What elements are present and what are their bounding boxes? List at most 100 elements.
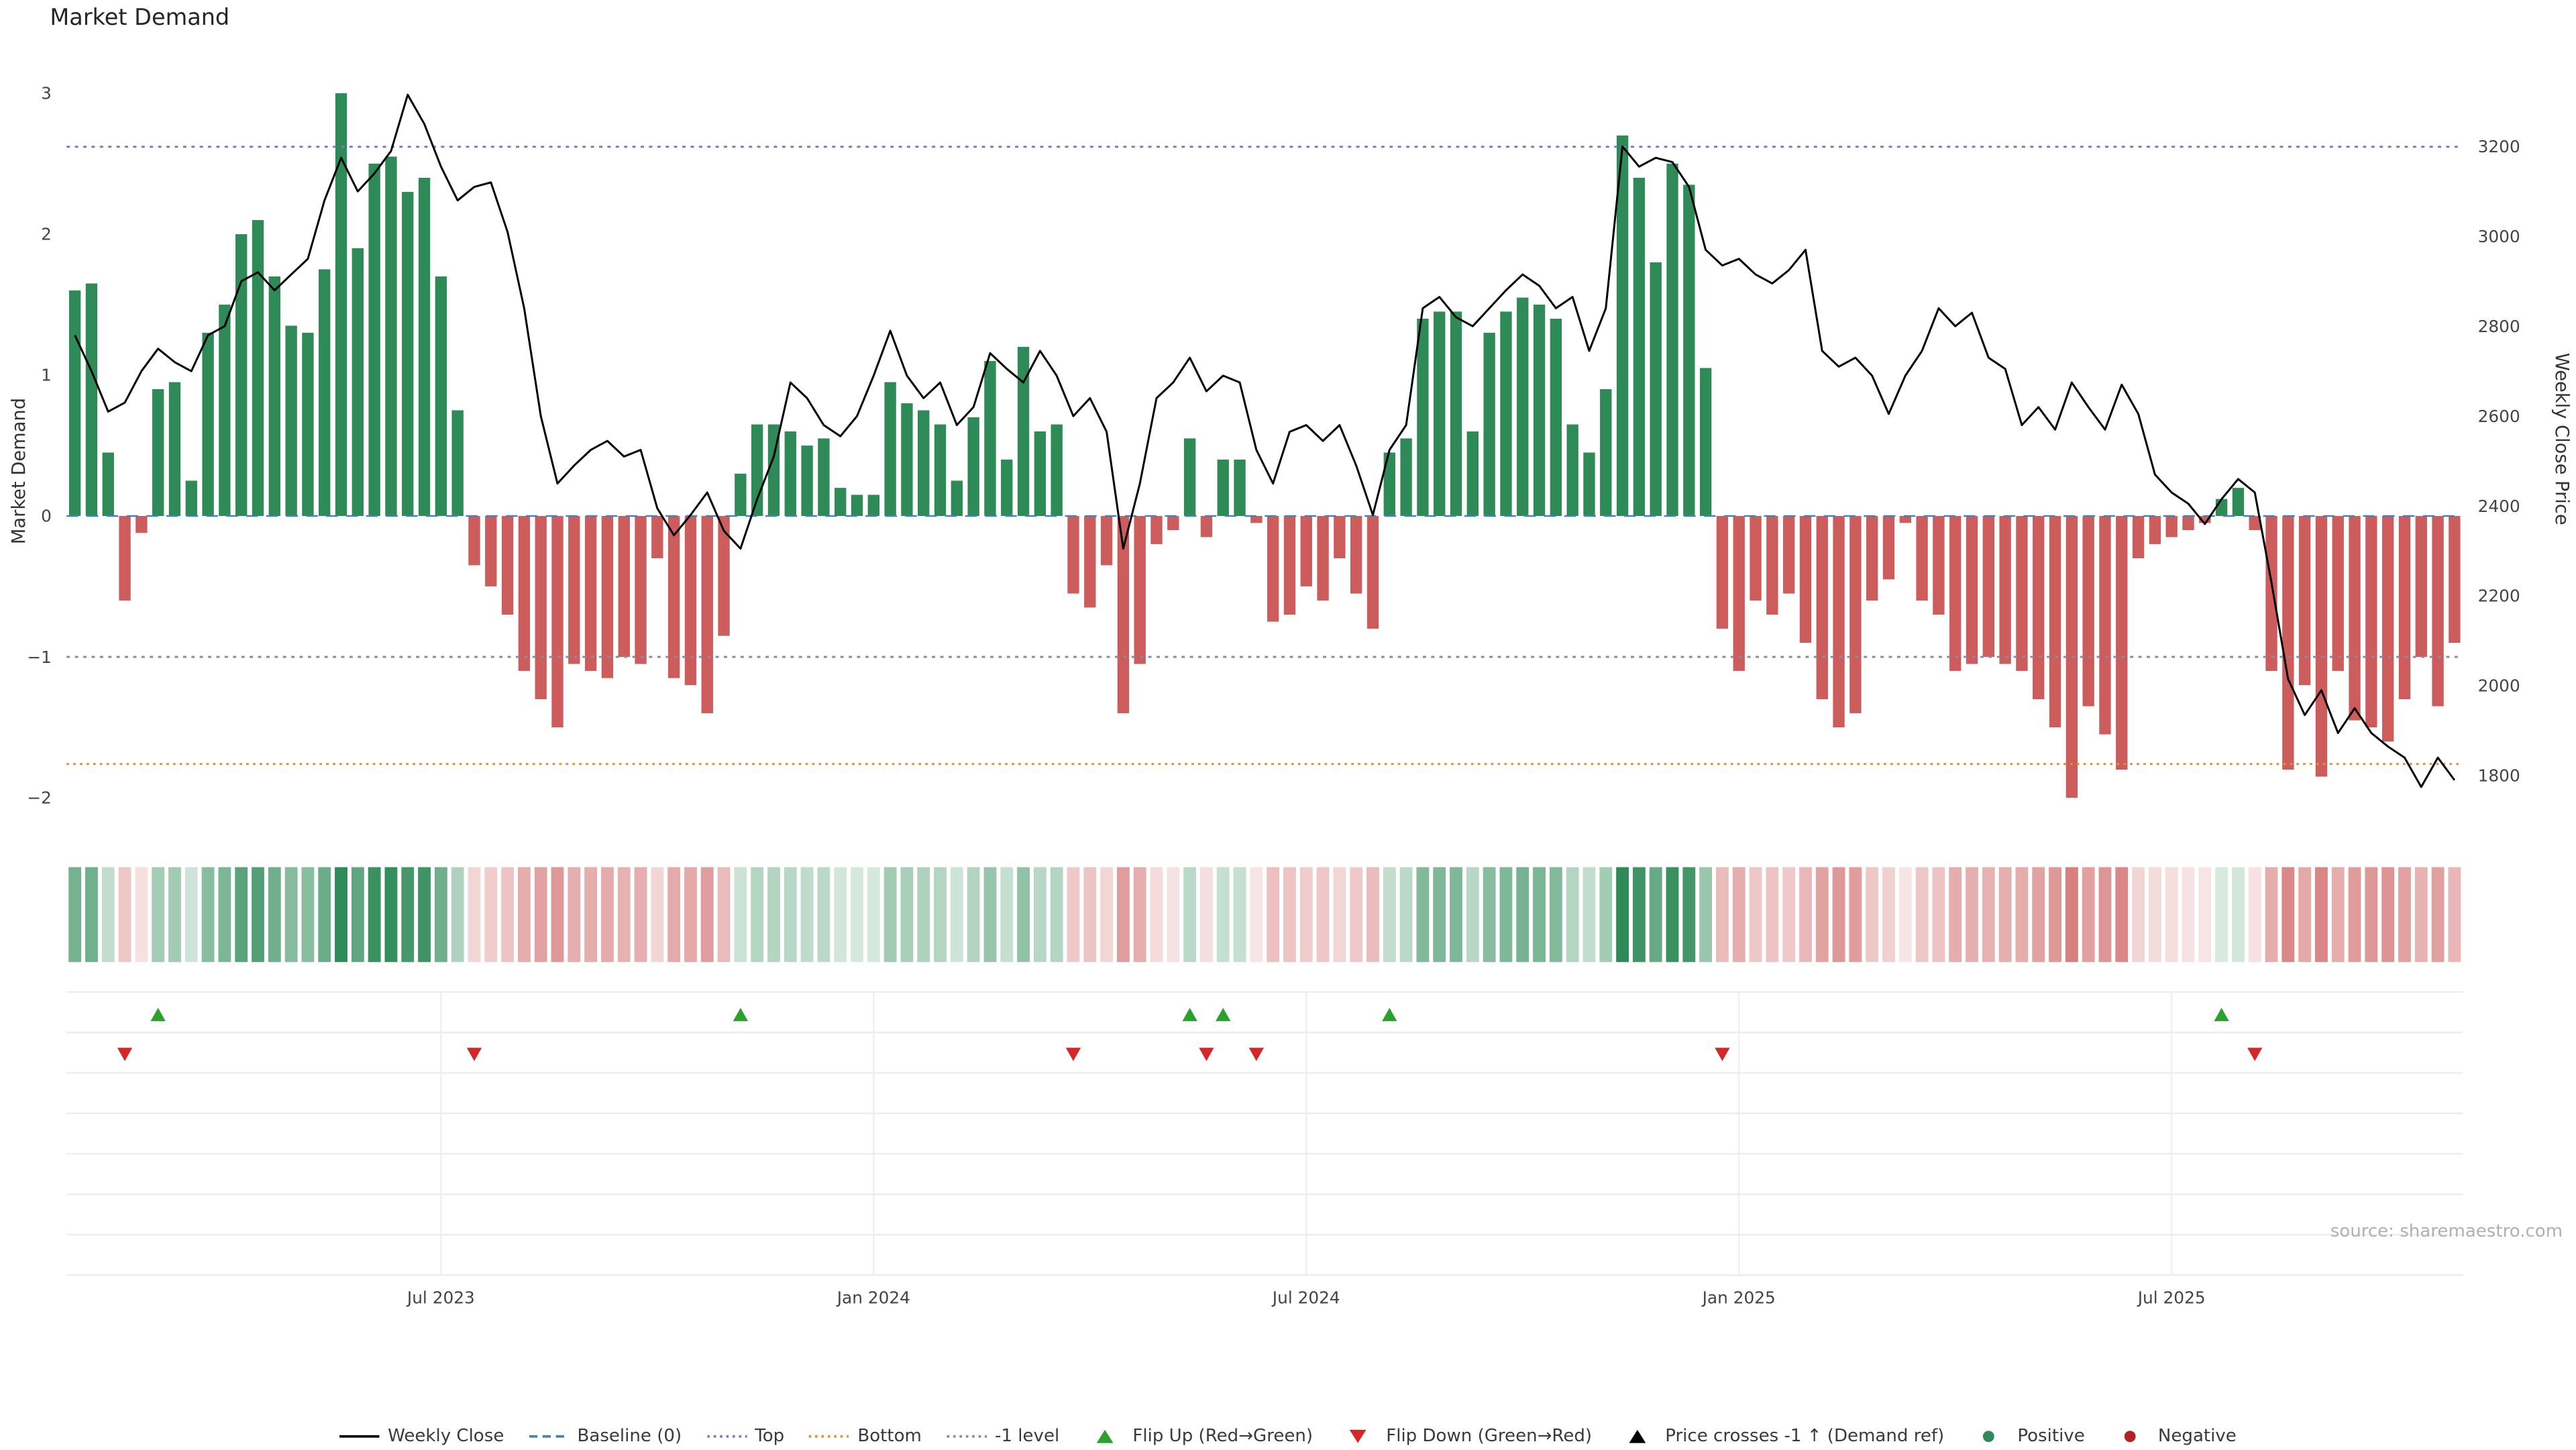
demand-bar (1100, 515, 1113, 566)
legend-1-level-icon (947, 1435, 987, 1438)
demand-bar (1650, 262, 1662, 516)
demand-bar (352, 248, 364, 516)
heatmap-cell (468, 867, 481, 962)
heatmap-cell (351, 867, 364, 962)
demand-bar (335, 93, 347, 516)
heatmap-cell (2265, 867, 2278, 962)
right-axis-tick-label: 3000 (2478, 227, 2520, 246)
flip-down-marker (1248, 1047, 1265, 1061)
demand-bar (1450, 311, 1462, 516)
legend-item-flip-up-red-green: Flip Up (Red→Green) (1084, 1427, 1313, 1447)
flip-down-marker (466, 1047, 482, 1061)
demand-bar (1666, 163, 1678, 516)
heatmap-cell (1333, 867, 1346, 962)
heatmap-cell (301, 867, 315, 962)
left-axis-tick-label: 2 (41, 225, 52, 244)
demand-bar (252, 219, 264, 516)
legend-positive-icon (1983, 1431, 1995, 1443)
flip-down-marker (1199, 1047, 1214, 1061)
heatmap-cell (1483, 867, 1496, 962)
heatmap-cell (1183, 867, 1197, 962)
demand-bar (1882, 515, 1895, 580)
legend-item-label: Flip Up (Red→Green) (1132, 1426, 1313, 1447)
heatmap-cell (2049, 867, 2061, 962)
legend-flip-up-red-green-icon (1095, 1429, 1113, 1443)
heatmap-cell (2115, 867, 2129, 962)
legend-item-negative: Negative (2110, 1427, 2237, 1447)
demand-bar (368, 163, 380, 516)
demand-bar (1716, 515, 1729, 629)
heatmap-cell (1749, 867, 1762, 962)
demand-bar (784, 431, 796, 516)
flip-up-marker (150, 1008, 166, 1021)
demand-bar (518, 515, 531, 671)
heatmap-cell (1949, 867, 1962, 962)
heatmap-cell (2448, 867, 2461, 962)
demand-bar (1283, 515, 1296, 615)
heatmap-cell (751, 867, 764, 962)
demand-bar (651, 515, 663, 558)
flip-down-marker (2247, 1047, 2263, 1061)
demand-bar (319, 269, 331, 516)
heatmap-cell (384, 867, 398, 962)
demand-bar (1849, 515, 1862, 713)
demand-bar (268, 276, 280, 516)
demand-bar (1866, 515, 1878, 601)
price-line (74, 93, 2456, 788)
demand-bar (1933, 515, 1945, 615)
legend-item-label: Baseline (0) (577, 1426, 682, 1447)
chart-legend: Weekly Close Baseline (0) Top Bottom -1 leve… (0, 1427, 2576, 1447)
right-axis-tick-label: 2400 (2478, 497, 2520, 516)
heatmap-cell (834, 867, 847, 962)
heatmap-cell (1000, 867, 1014, 962)
heatmap-cell (235, 867, 248, 962)
demand-bar (1167, 515, 1179, 531)
demand-bar (1034, 431, 1046, 516)
heatmap-cell (1283, 867, 1296, 962)
heatmap-cell (983, 867, 997, 962)
legend-negative-icon (2124, 1431, 2136, 1443)
demand-bar (1400, 438, 1412, 516)
demand-bar (119, 515, 131, 601)
demand-bar (2016, 515, 2028, 671)
heatmap-cell (318, 867, 331, 962)
source-attribution: source: sharemaestro.com (2330, 1221, 2563, 1242)
legend-flip-down-green-red-icon (1349, 1429, 1366, 1443)
heatmap-cell (1998, 867, 2012, 962)
demand-bar (501, 515, 514, 615)
heatmap-cell (1083, 867, 1097, 962)
heatmap-cell (700, 867, 714, 962)
demand-bar (402, 192, 414, 516)
flip-up-marker (733, 1008, 749, 1021)
heatmap-cell (451, 867, 464, 962)
heatmap-cell (1067, 867, 1080, 962)
heatmap-cell (1898, 867, 1912, 962)
demand-bar (867, 495, 879, 516)
demand-bar (2332, 515, 2344, 671)
legend-price-crosses-1-demand-ref-icon (1628, 1429, 1646, 1443)
legend-item-label: Price crosses -1 ↑ (Demand ref) (1665, 1426, 1945, 1447)
heatmap-cell (1766, 867, 1779, 962)
demand-bar (85, 283, 98, 516)
demand-bar (1067, 515, 1079, 594)
heatmap-strip (68, 867, 2461, 962)
demand-bar (1517, 297, 1529, 516)
demand-bar (1500, 311, 1512, 516)
demand-bar (2282, 515, 2294, 770)
left-axis-tick-label: 1 (41, 366, 52, 385)
heatmap-cell (2248, 867, 2261, 962)
demand-bar (1899, 515, 1911, 523)
demand-bar (1267, 515, 1279, 622)
heatmap-cell (867, 867, 880, 962)
right-axis-tick-label: 3200 (2478, 137, 2520, 156)
demand-bar (818, 438, 830, 516)
left-axis-tick-label: 0 (41, 507, 52, 526)
demand-bar (1683, 185, 1695, 516)
demand-bar (1616, 135, 1629, 516)
legend-item-label: Positive (2017, 1426, 2085, 1447)
heatmap-cell (1699, 867, 1713, 962)
x-axis-tick-label: Jul 2024 (1271, 1288, 1340, 1307)
heatmap-cell (1516, 867, 1529, 962)
